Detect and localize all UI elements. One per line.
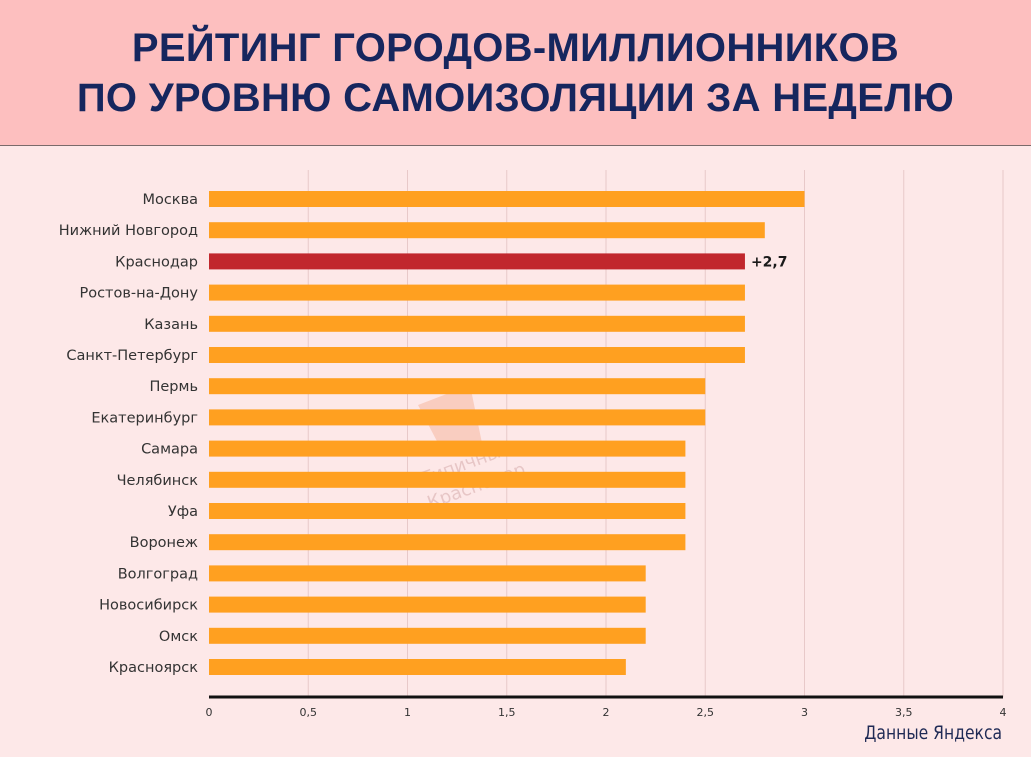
bar bbox=[209, 627, 646, 644]
x-tick-label: 4 bbox=[1000, 706, 1007, 719]
category-label: Санкт-Петербург bbox=[66, 348, 198, 364]
category-label: Красноярск bbox=[109, 660, 199, 676]
category-label: Краснодар bbox=[115, 254, 198, 270]
category-label: Нижний Новгород bbox=[59, 223, 198, 239]
category-label: Пермь bbox=[149, 379, 198, 395]
bar bbox=[209, 315, 745, 332]
category-label: Москва bbox=[142, 192, 198, 208]
x-tick-label: 2 bbox=[603, 706, 610, 719]
category-label: Челябинск bbox=[117, 473, 199, 489]
bar bbox=[209, 378, 706, 395]
category-label: Уфа bbox=[168, 504, 198, 520]
bar-highlight bbox=[209, 253, 745, 270]
bar bbox=[209, 191, 805, 207]
x-tick-label: 3,5 bbox=[895, 706, 913, 719]
x-tick-label: 0,5 bbox=[300, 706, 318, 719]
bar bbox=[209, 347, 745, 363]
x-tick-label: 1 bbox=[404, 706, 411, 719]
bar bbox=[209, 440, 686, 457]
bar bbox=[209, 565, 646, 582]
category-label: Новосибирск bbox=[99, 598, 198, 614]
bar bbox=[209, 222, 765, 239]
category-label: Ростов-на-Дону bbox=[79, 286, 198, 302]
x-tick-label: 0 bbox=[206, 706, 213, 719]
chart-title-line-2: ПО УРОВНЮ САМОИЗОЛЯЦИИ ЗА НЕДЕЛЮ bbox=[76, 75, 955, 120]
bar bbox=[209, 503, 686, 519]
category-label: Екатеринбург bbox=[91, 410, 198, 426]
bar bbox=[209, 659, 626, 675]
category-label: Воронеж bbox=[130, 535, 198, 551]
chart-title-line-1: РЕЙТИНГ ГОРОДОВ-МИЛЛИОННИКОВ bbox=[131, 25, 900, 70]
category-label: Самара bbox=[141, 442, 198, 458]
x-tick-label: 2,5 bbox=[697, 706, 715, 719]
bar bbox=[209, 596, 646, 613]
source-label: Данные Яндекса bbox=[864, 722, 1002, 744]
bar bbox=[209, 284, 745, 301]
bar bbox=[209, 471, 686, 488]
category-label: Волгоград bbox=[118, 566, 198, 582]
category-label: Омск bbox=[159, 629, 198, 645]
x-tick-label: 1,5 bbox=[498, 706, 516, 719]
data-label: +2,7 bbox=[751, 254, 788, 270]
bar bbox=[209, 409, 706, 426]
category-label: Казань bbox=[144, 317, 198, 333]
bar bbox=[209, 534, 686, 551]
header-banner: РЕЙТИНГ ГОРОДОВ-МИЛЛИОННИКОВ ПО УРОВНЮ С… bbox=[0, 0, 1031, 146]
x-tick-label: 3 bbox=[801, 706, 808, 719]
